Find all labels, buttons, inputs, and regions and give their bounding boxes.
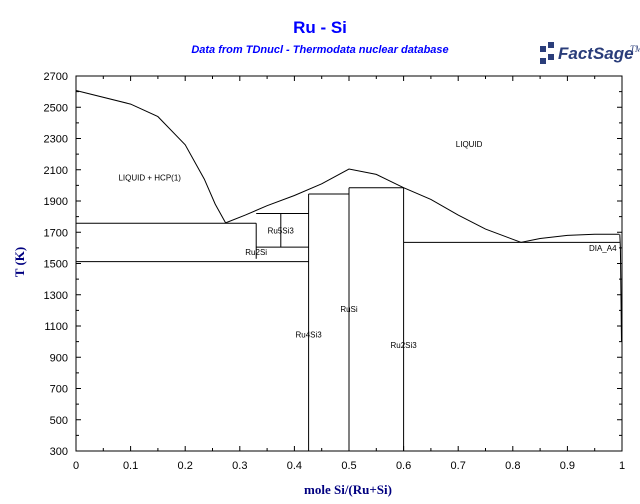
- factsage-logo-tm: TM: [630, 44, 640, 54]
- phase-boundary-2: [225, 168, 620, 243]
- x-tick-label: 0.1: [123, 460, 138, 472]
- y-tick-label: 1100: [44, 321, 68, 333]
- x-tick-label: 0.2: [178, 460, 193, 472]
- axes: 0 0.1 0.2 0.3 0.4 0.5 0.6 0.7 0.8 0.9 130050070090…: [44, 71, 626, 472]
- y-tick-label: 1900: [44, 196, 68, 208]
- phase-boundary-1: [75, 90, 227, 224]
- region-label: Ru5Si3: [268, 226, 295, 235]
- region-labels: LIQUID LIQUID + HCP(1) Ru5Si3 Ru2Si RuSi Ru4S…: [118, 140, 617, 350]
- factsage-logo: FactSage TM: [538, 40, 640, 74]
- x-tick-label: 0.7: [451, 460, 466, 472]
- y-tick-label: 2100: [44, 165, 68, 177]
- x-tick-label: 1: [619, 460, 625, 472]
- y-tick-label: 700: [50, 384, 68, 396]
- x-axis-label: mole Si/(Ru+Si): [304, 482, 392, 497]
- region-label: Ru2Si: [245, 248, 267, 257]
- y-tick-label: 1700: [44, 227, 68, 239]
- x-tick-label: 0.5: [341, 460, 356, 472]
- x-tick-label: 0.8: [505, 460, 520, 472]
- region-label: RuSi: [340, 305, 358, 314]
- phase-boundaries: [75, 90, 622, 451]
- factsage-logo-icon: [540, 42, 554, 64]
- chart-subtitle: Data from TDnucl - Thermodata nuclear da…: [191, 44, 449, 56]
- x-tick-label: 0.4: [287, 460, 302, 472]
- y-tick-label: 2500: [44, 102, 68, 114]
- y-tick-label: 1500: [44, 259, 68, 271]
- region-label: Ru4Si3: [295, 331, 322, 340]
- y-tick-label: 2300: [44, 134, 68, 146]
- region-label: LIQUID: [456, 140, 483, 149]
- region-label: LIQUID + HCP(1): [118, 174, 181, 183]
- x-tick-label: 0: [73, 460, 79, 472]
- x-tick-label: 0.9: [560, 460, 575, 472]
- x-tick-label: 0.3: [232, 460, 247, 472]
- region-label: Ru2Si3: [390, 341, 417, 350]
- x-tick-label: 0.6: [396, 460, 411, 472]
- y-tick-label: 2700: [44, 71, 68, 83]
- y-tick-label: 500: [50, 415, 68, 427]
- y-axis-label: T (K): [12, 247, 27, 277]
- y-tick-label: 1300: [44, 290, 68, 302]
- region-label: DIA_A4: [589, 244, 617, 253]
- chart-title: Ru - Si: [293, 18, 347, 37]
- y-tick-label: 900: [50, 352, 68, 364]
- factsage-logo-text: FactSage: [558, 44, 634, 63]
- y-tick-label: 300: [50, 446, 68, 458]
